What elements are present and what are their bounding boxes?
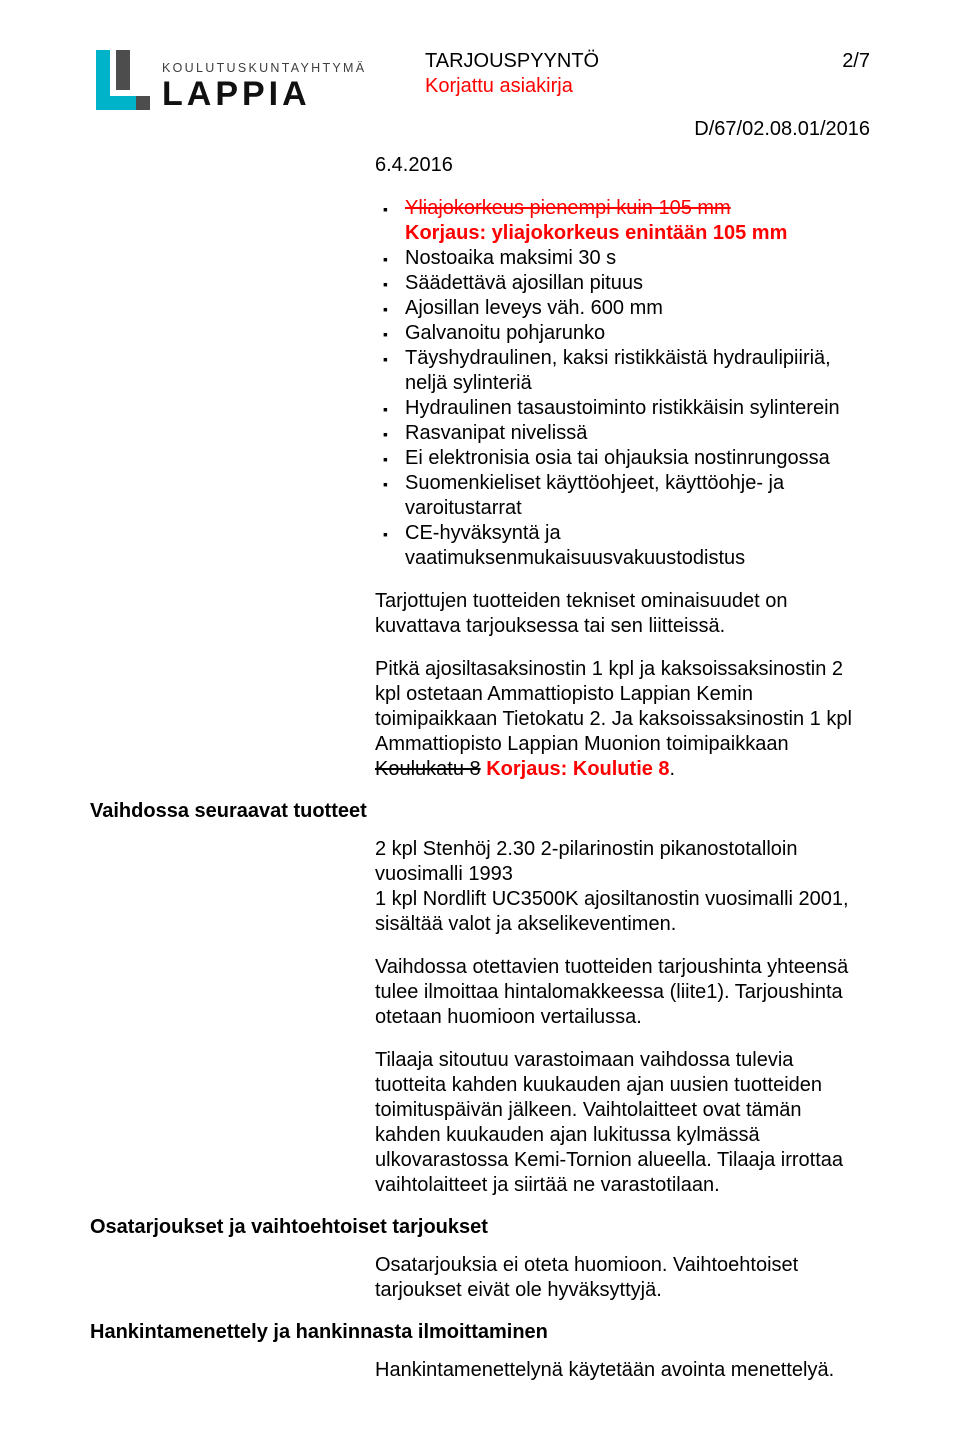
document-page: KOULUTUSKUNTAYHTYMÄ LAPPIA TARJOUSPYYNTÖ… <box>0 0 960 1456</box>
struck-text: Yliajokorkeus pienempi kuin 105 mm <box>405 197 731 219</box>
content-column: 2 kpl Stenhöj 2.30 2-pilarinostin pikano… <box>375 837 870 1198</box>
paragraph: 2 kpl Stenhöj 2.30 2-pilarinostin pikano… <box>375 837 870 937</box>
list-item: Yliajokorkeus pienempi kuin 105 mm Korja… <box>375 196 870 246</box>
list-item: Ajosillan leveys väh. 600 mm <box>375 296 870 321</box>
list-item: Galvanoitu pohjarunko <box>375 321 870 346</box>
corrected-label: Korjattu asiakirja <box>425 75 870 98</box>
list-item: Säädettävä ajosillan pituus <box>375 271 870 296</box>
header-meta: TARJOUSPYYNTÖ 2/7 Korjattu asiakirja D/6… <box>425 50 870 141</box>
list-item: Suomenkieliset käyttöohjeet, käyttöohje-… <box>375 471 870 521</box>
content-column: Osatarjouksia ei oteta huomioon. Vaihtoe… <box>375 1253 870 1303</box>
list-item: CE-hyväksyntä ja vaatimuksenmukaisuusvak… <box>375 521 870 571</box>
paragraph: Tarjottujen tuotteiden tekniset ominaisu… <box>375 589 870 639</box>
punct: . <box>670 758 676 780</box>
logo-subtitle: KOULUTUSKUNTAYHTYMÄ <box>162 61 366 75</box>
logo-title: LAPPIA <box>162 77 366 111</box>
lappia-logo-icon <box>90 50 152 121</box>
paragraph: Hankintamenettelynä käytetään avointa me… <box>375 1358 870 1383</box>
correction-text: Korjaus: Koulutie 8 <box>481 758 670 780</box>
page-number: 2/7 <box>842 50 870 73</box>
page-header: KOULUTUSKUNTAYHTYMÄ LAPPIA TARJOUSPYYNTÖ… <box>90 50 870 141</box>
section-heading: Osatarjoukset ja vaihtoehtoiset tarjouks… <box>90 1216 870 1239</box>
header-line-1: TARJOUSPYYNTÖ 2/7 <box>425 50 870 73</box>
list-item: Nostoaika maksimi 30 s <box>375 246 870 271</box>
section-heading: Vaihdossa seuraavat tuotteet <box>90 800 870 823</box>
list-item: Ei elektronisia osia tai ohjauksia nosti… <box>375 446 870 471</box>
paragraph: Tilaaja sitoutuu varastoimaan vaihdossa … <box>375 1048 870 1198</box>
document-reference: D/67/02.08.01/2016 <box>425 118 870 141</box>
list-item: Rasvanipat nivelissä <box>375 421 870 446</box>
content-column: Hankintamenettelynä käytetään avointa me… <box>375 1358 870 1383</box>
section-heading: Hankintamenettely ja hankinnasta ilmoitt… <box>90 1321 870 1344</box>
doc-type: TARJOUSPYYNTÖ <box>425 50 599 73</box>
struck-text: Koulukatu 8 <box>375 758 481 780</box>
spec-list: Yliajokorkeus pienempi kuin 105 mm Korja… <box>375 196 870 571</box>
list-item: Hydraulinen tasaustoiminto ristikkäisin … <box>375 396 870 421</box>
logo-text: KOULUTUSKUNTAYHTYMÄ LAPPIA <box>162 61 366 111</box>
list-item: Täyshydraulinen, kaksi ristikkäistä hydr… <box>375 346 870 396</box>
document-date: 6.4.2016 <box>375 153 870 178</box>
logo-block: KOULUTUSKUNTAYHTYMÄ LAPPIA <box>90 50 425 121</box>
paragraph-text: Pitkä ajosiltasaksinostin 1 kpl ja kakso… <box>375 658 852 755</box>
paragraph: Pitkä ajosiltasaksinostin 1 kpl ja kakso… <box>375 657 870 782</box>
paragraph: Osatarjouksia ei oteta huomioon. Vaihtoe… <box>375 1253 870 1303</box>
correction-text: Korjaus: yliajokorkeus enintään 105 mm <box>405 222 787 244</box>
paragraph: Vaihdossa otettavien tuotteiden tarjoush… <box>375 955 870 1030</box>
content-column: 6.4.2016 Yliajokorkeus pienempi kuin 105… <box>375 153 870 782</box>
